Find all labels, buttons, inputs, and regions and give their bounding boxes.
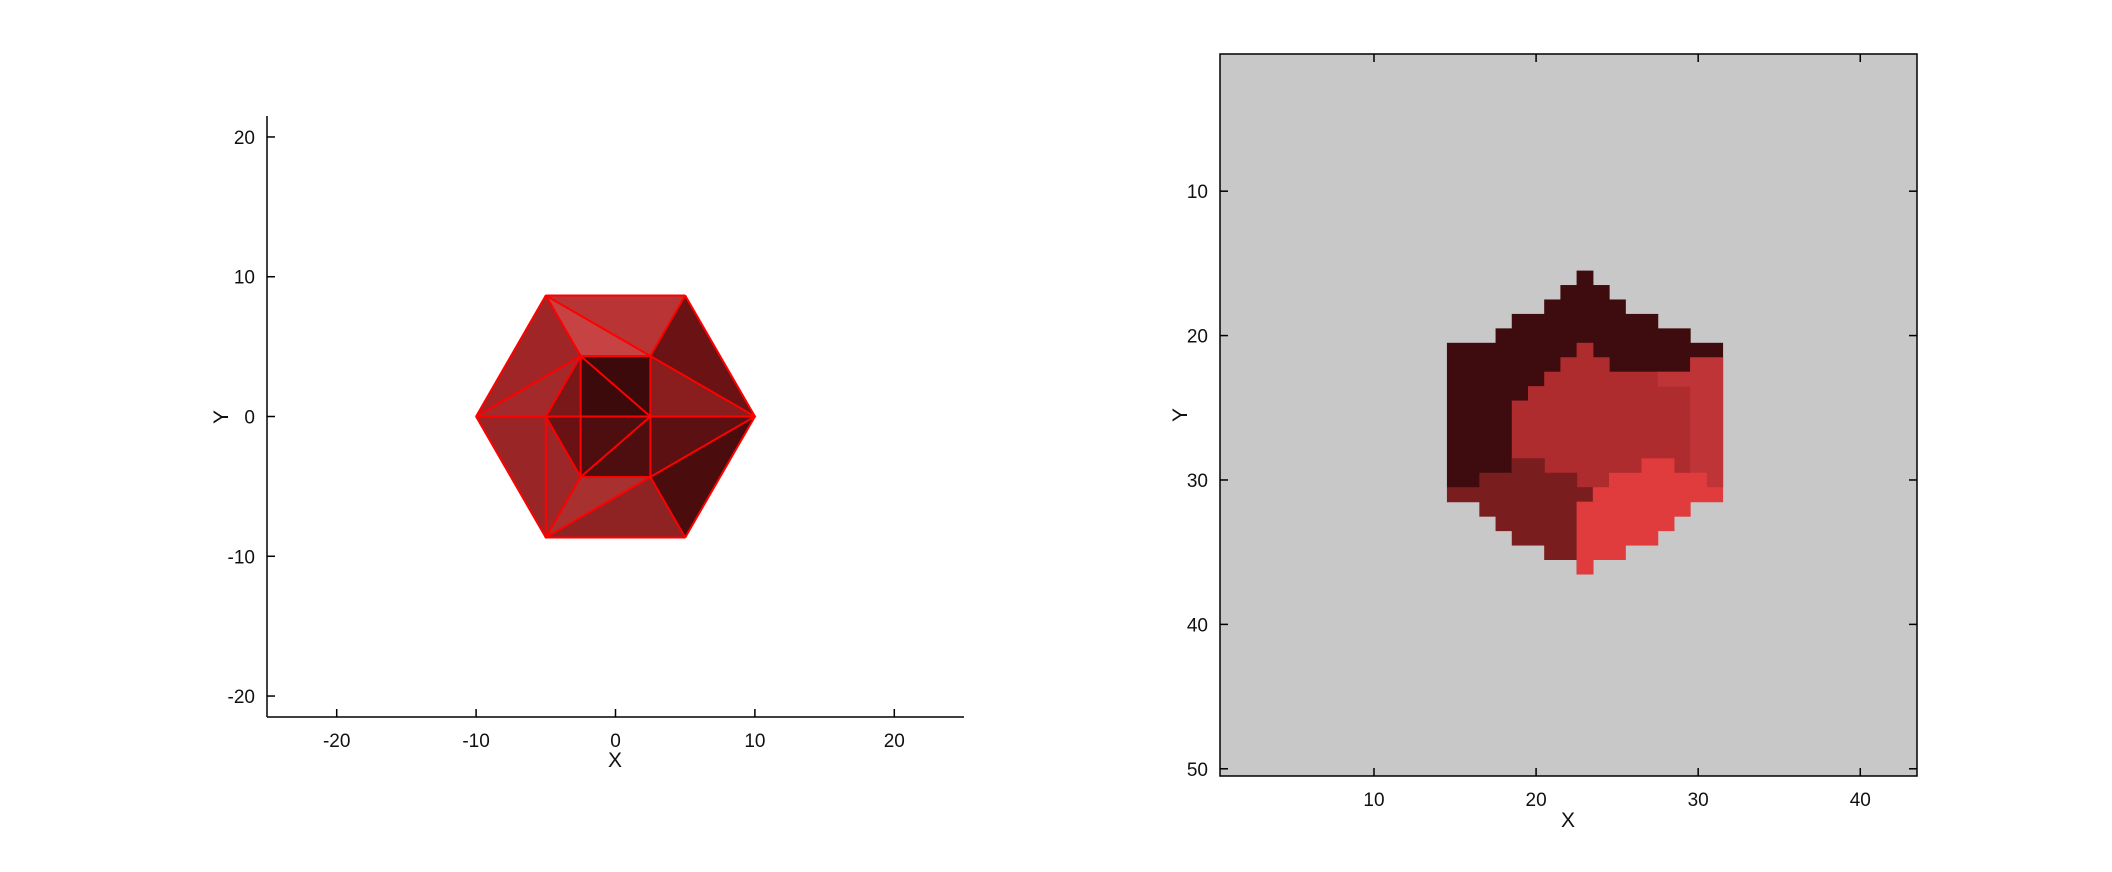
heatmap-cell-row — [1592, 487, 1724, 503]
heatmap-cell-row — [1690, 357, 1724, 373]
heatmap-plot: 10 20 30 40 10 20 30 40 50 X Y — [1169, 53, 1918, 832]
mesh-x-tick-label: 20 — [884, 731, 905, 752]
heatmap-cell-row — [1576, 559, 1594, 575]
mesh-y-tick-label: -10 — [228, 547, 255, 568]
mesh-edge-14 — [649, 294, 687, 357]
heatmap-axes: 10 20 30 40 10 20 30 40 50 — [1187, 54, 1917, 811]
mesh-y-tick-label: 10 — [234, 268, 255, 289]
mesh-x-tick-label: -20 — [323, 731, 350, 752]
heatmap-x-axis-label: X — [1561, 809, 1575, 832]
heatmap-y-tick-label: 30 — [1187, 471, 1208, 492]
heatmap-cell-row — [1495, 516, 1594, 532]
mesh-y-tick-label: -20 — [228, 687, 255, 708]
heatmap-cell-row — [1446, 487, 1594, 503]
heatmap-y-tick-label: 20 — [1187, 327, 1208, 348]
heatmap-cell-row — [1544, 299, 1626, 315]
heatmap-cell-row — [1479, 501, 1594, 517]
heatmap-cell-row — [1576, 501, 1691, 517]
heatmap-cell-row — [1544, 371, 1659, 387]
heatmap-cell-row — [1576, 270, 1594, 286]
heatmap-cell-row — [1690, 429, 1724, 445]
heatmap-cell-row — [1641, 458, 1675, 474]
heatmap-cell-row — [1511, 313, 1659, 329]
mesh-edge-17 — [649, 415, 756, 478]
mesh-edge-18 — [649, 476, 687, 539]
mesh-plot: -20 -10 0 10 20 -20 -10 0 10 20 X Y — [210, 116, 964, 772]
heatmap-x-tick-label: 30 — [1688, 790, 1709, 811]
mesh-edge-23 — [544, 355, 582, 417]
heatmap-y-tick-label: 10 — [1187, 182, 1208, 203]
mesh-edge-15 — [649, 355, 756, 418]
mesh-edge-2 — [475, 294, 547, 417]
heatmap-cell-row — [1690, 443, 1724, 459]
heatmap-cell-row — [1576, 516, 1675, 532]
mesh-y-tick-label: 0 — [244, 408, 255, 429]
heatmap-cell-row — [1527, 386, 1691, 402]
heatmap-cell-row — [1690, 386, 1724, 402]
heatmap-frame — [1219, 53, 1918, 777]
mesh-edge-19 — [545, 476, 651, 539]
heatmap-x-tick-label: 20 — [1526, 790, 1547, 811]
mesh-y-tick-label: 20 — [234, 128, 255, 149]
mesh-edge-3 — [475, 416, 547, 539]
heatmap-cell-row — [1511, 530, 1594, 546]
mesh-x-tick-label: -10 — [462, 731, 489, 752]
heatmap-cell-row — [1511, 429, 1691, 445]
mesh-x-tick-label: 10 — [744, 731, 765, 752]
heatmap-cell-row — [1609, 472, 1707, 488]
mesh-edge-25 — [544, 416, 582, 478]
heatmap-cell-row — [1511, 415, 1691, 431]
heatmap-cell-row — [1560, 285, 1610, 301]
heatmap-cell-row — [1495, 328, 1691, 344]
heatmap-cell-row — [1690, 415, 1724, 431]
heatmap-y-axis-label: Y — [1169, 408, 1192, 422]
mesh-edge-5 — [684, 416, 756, 539]
heatmap-cell-row — [1560, 357, 1610, 373]
heatmap-cell-row — [1576, 342, 1594, 358]
heatmap-x-tick-label: 10 — [1363, 790, 1384, 811]
heatmap-cell-row — [1576, 544, 1626, 560]
heatmap-cell-row — [1690, 458, 1724, 474]
mesh-plot-area — [474, 294, 757, 539]
mesh-edge-28 — [579, 415, 652, 478]
mesh-edge-29 — [544, 294, 582, 357]
mesh-edge-12 — [545, 294, 651, 357]
heatmap-cell-row — [1511, 400, 1691, 416]
heatmap-cell-row — [1690, 400, 1724, 416]
heatmap-cell-row — [1576, 530, 1659, 546]
mesh-edge-13 — [475, 355, 582, 418]
heatmap-y-tick-label: 50 — [1187, 760, 1208, 781]
mesh-edge-26 — [579, 355, 652, 418]
mesh-plot-axes: -20 -10 0 10 20 -20 -10 0 10 20 — [228, 116, 964, 752]
mesh-y-axis-label: Y — [210, 410, 233, 424]
heatmap-cell-row — [1511, 458, 1545, 474]
mesh-x-tick-label: 0 — [610, 731, 621, 752]
heatmap-cell-row — [1479, 472, 1578, 488]
heatmap-cell-row — [1511, 443, 1691, 459]
heatmap-y-tick-label: 40 — [1187, 615, 1208, 636]
mesh-edge-0 — [684, 294, 756, 417]
heatmap-x-tick-label: 40 — [1850, 790, 1871, 811]
mesh-edge-20 — [544, 476, 582, 539]
heatmap-cell-row — [1657, 371, 1724, 387]
mesh-x-axis-label: X — [608, 749, 622, 772]
heatmap-cells — [1446, 270, 1724, 575]
